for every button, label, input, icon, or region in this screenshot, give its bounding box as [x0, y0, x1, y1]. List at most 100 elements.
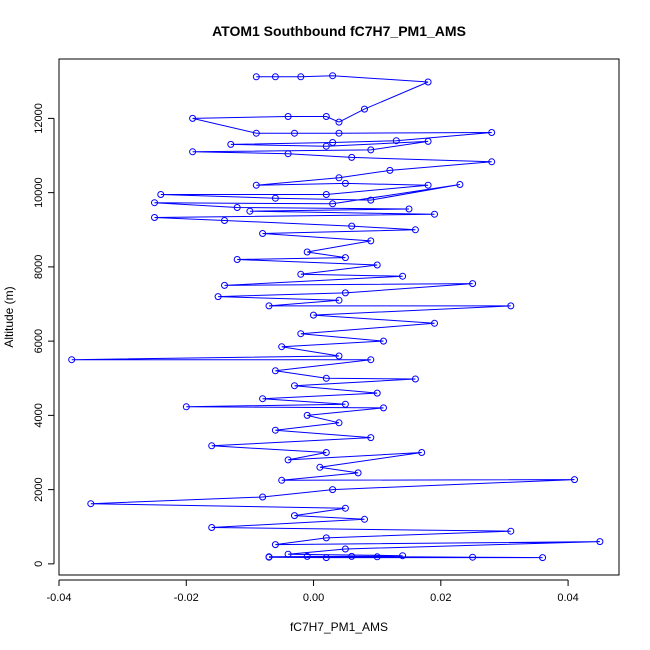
data-point — [367, 237, 375, 245]
data-point — [341, 179, 349, 187]
data-point — [221, 281, 228, 289]
data-point — [322, 449, 330, 456]
data-point — [335, 118, 343, 126]
data-point — [335, 419, 343, 427]
x-tick-label: 0.00 — [303, 592, 324, 604]
data-point — [322, 191, 330, 198]
data-point — [335, 174, 343, 182]
data-point — [507, 302, 515, 310]
data-point — [367, 146, 375, 154]
data-point — [392, 137, 400, 145]
data-point — [284, 150, 292, 158]
y-tick-label: 2000 — [33, 477, 45, 501]
data-point — [284, 456, 292, 464]
data-point — [233, 204, 241, 211]
data-point — [424, 78, 432, 86]
data-point — [291, 382, 298, 390]
plot-frame — [58, 58, 620, 576]
data-point — [341, 545, 349, 553]
data-point — [271, 73, 279, 81]
data-point — [87, 500, 95, 508]
data-point — [335, 296, 343, 304]
x-tick-label: -0.02 — [174, 592, 199, 604]
data-point — [265, 302, 273, 310]
data-point — [271, 367, 279, 375]
data-point — [329, 72, 337, 80]
series-layer — [68, 72, 604, 562]
data-point — [252, 181, 260, 189]
series-line — [71, 75, 600, 559]
data-point — [259, 395, 267, 403]
data-point — [303, 248, 311, 256]
data-point — [596, 538, 604, 546]
data-point — [189, 114, 197, 122]
data-point — [469, 280, 477, 288]
data-point — [322, 374, 330, 382]
data-point — [329, 139, 337, 146]
data-point — [348, 552, 356, 560]
data-point — [367, 356, 375, 364]
y-tick-label: 8000 — [33, 255, 45, 279]
data-point — [341, 400, 349, 408]
data-point — [316, 463, 324, 471]
data-point — [424, 181, 432, 189]
data-point — [361, 515, 368, 523]
data-point — [431, 319, 438, 327]
data-point — [322, 554, 330, 562]
data-point — [373, 389, 381, 397]
data-point — [373, 261, 381, 269]
data-point — [354, 469, 362, 477]
data-point — [405, 205, 413, 213]
data-point — [341, 504, 349, 512]
data-point — [252, 129, 260, 137]
data-point — [361, 105, 368, 113]
data-point — [297, 330, 305, 338]
data-point — [411, 375, 419, 383]
data-point — [329, 200, 337, 208]
data-point — [456, 181, 464, 188]
data-point — [259, 230, 267, 237]
data-point — [341, 289, 349, 297]
data-point — [507, 527, 515, 535]
x-axis: -0.04 -0.02 0.00 0.02 0.04 — [46, 579, 579, 604]
y-axis-label: Altitude (m) — [2, 286, 16, 347]
data-point — [310, 311, 317, 319]
data-point — [68, 356, 76, 364]
data-point — [271, 426, 279, 434]
data-point — [488, 129, 496, 136]
data-point — [367, 196, 375, 204]
data-point — [329, 486, 337, 494]
data-point — [291, 512, 298, 520]
data-point — [259, 493, 267, 501]
data-point — [246, 207, 254, 215]
data-point — [418, 449, 426, 456]
y-tick-label: 4000 — [33, 403, 45, 427]
x-tick-label: -0.04 — [46, 592, 71, 604]
data-point — [157, 191, 165, 198]
y-tick-label: 0 — [33, 561, 45, 567]
data-point — [297, 73, 305, 81]
data-point — [411, 226, 419, 234]
y-tick-label: 6000 — [33, 329, 45, 353]
data-point — [380, 404, 387, 412]
data-point — [399, 272, 407, 280]
data-point — [265, 553, 273, 561]
y-axis: 0 2000 4000 6000 8000 10000 12000 — [33, 103, 55, 567]
data-point — [278, 476, 286, 484]
data-point — [284, 113, 292, 120]
data-point — [373, 553, 381, 561]
data-point — [348, 153, 356, 161]
y-tick-label: 12000 — [33, 103, 45, 134]
data-point — [271, 194, 279, 202]
data-point — [469, 553, 477, 561]
data-point — [303, 552, 311, 560]
x-tick-label: 0.04 — [557, 592, 578, 604]
data-point — [341, 254, 349, 262]
data-point — [151, 214, 158, 221]
data-point — [399, 552, 407, 560]
data-point — [539, 554, 547, 562]
data-point — [424, 137, 432, 145]
data-point — [322, 113, 330, 120]
